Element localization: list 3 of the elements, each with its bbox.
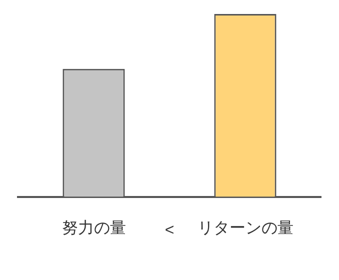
x-tick-label: リターンの量 xyxy=(197,220,294,237)
text: < xyxy=(164,222,174,240)
x-tick-label: 努力の量 xyxy=(62,218,126,237)
